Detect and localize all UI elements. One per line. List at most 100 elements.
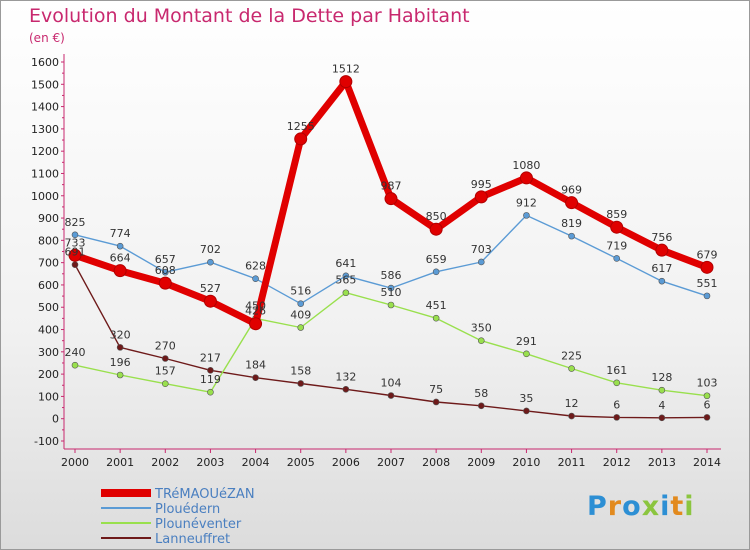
data-point: [477, 402, 485, 410]
y-tick-label: 1300: [31, 123, 59, 136]
data-label: 850: [426, 210, 447, 223]
data-point: [116, 371, 124, 379]
data-point: [339, 75, 353, 89]
data-label: 516: [290, 285, 311, 298]
data-label: 450: [245, 299, 266, 312]
data-label: 350: [471, 322, 492, 335]
data-point: [71, 231, 79, 239]
data-point: [297, 300, 305, 307]
legend-label: Lanneuffret: [155, 532, 230, 547]
data-label: 409: [290, 309, 311, 322]
data-point: [249, 317, 263, 331]
data-label: 527: [200, 282, 221, 295]
data-point: [432, 268, 440, 276]
data-label: 703: [471, 243, 492, 256]
data-label: 119: [200, 373, 221, 386]
data-label: 161: [606, 364, 627, 377]
y-tick-label: 600: [38, 279, 59, 292]
y-tick-label: 1200: [31, 145, 59, 158]
y-tick-label: 900: [38, 212, 59, 225]
data-label: 586: [381, 269, 402, 282]
legend-label: Plounéventer: [155, 517, 242, 532]
x-tick-label: 2006: [332, 456, 360, 469]
data-point: [613, 379, 621, 387]
data-point: [519, 171, 533, 185]
x-tick-label: 2012: [603, 456, 631, 469]
data-label: 733: [65, 236, 86, 249]
y-tick-label: 1000: [31, 190, 59, 203]
data-point: [658, 386, 666, 394]
data-label: 617: [651, 262, 672, 275]
data-point: [703, 414, 711, 421]
chart-unit-label: (en €): [29, 31, 65, 45]
data-point: [158, 276, 172, 290]
data-label: 774: [110, 227, 131, 240]
data-label: 659: [426, 253, 447, 266]
legend-label: Plouédern: [155, 502, 220, 517]
data-point: [203, 294, 217, 308]
data-point: [68, 248, 82, 262]
y-tick-label: -100: [34, 435, 59, 448]
data-point: [294, 132, 308, 146]
data-label: 103: [697, 377, 718, 390]
data-point: [252, 374, 259, 381]
data-label: 664: [110, 252, 131, 265]
data-point: [565, 196, 579, 210]
data-point: [342, 289, 350, 297]
x-tick-label: 2005: [287, 456, 315, 469]
x-tick-label: 2003: [196, 456, 224, 469]
y-tick-label: 100: [38, 390, 59, 403]
y-tick-label: 1100: [31, 167, 59, 180]
data-label: 184: [245, 359, 266, 372]
x-tick-label: 2008: [422, 456, 450, 469]
data-label: 132: [335, 370, 356, 383]
data-point: [161, 380, 169, 388]
data-point: [387, 301, 395, 309]
data-label: 158: [290, 364, 311, 377]
data-label: 825: [65, 216, 86, 229]
data-label: 58: [474, 387, 488, 400]
data-label: 75: [429, 383, 443, 396]
data-point: [613, 414, 621, 421]
data-point: [116, 242, 124, 250]
data-label: 551: [697, 277, 718, 290]
data-label: 565: [335, 274, 356, 287]
y-tick-label: 500: [38, 301, 59, 314]
data-point: [523, 407, 530, 415]
y-tick-label: 200: [38, 368, 59, 381]
data-point: [113, 264, 127, 278]
data-label: 995: [471, 178, 492, 191]
data-point: [342, 272, 350, 280]
data-point: [655, 243, 669, 257]
data-label: 291: [516, 335, 537, 348]
data-point: [161, 268, 169, 276]
logo-letter: x: [641, 491, 661, 522]
data-label: 819: [561, 217, 582, 230]
data-point: [432, 314, 440, 322]
data-label: 608: [155, 264, 176, 277]
y-tick-label: 1400: [31, 101, 59, 114]
data-label: 691: [65, 246, 86, 259]
data-point: [252, 275, 259, 282]
data-label: 128: [651, 371, 672, 384]
data-label: 157: [155, 365, 176, 378]
y-tick-label: 300: [38, 346, 59, 359]
data-label: 270: [155, 340, 176, 353]
data-label: 657: [155, 253, 176, 266]
x-tick-label: 2002: [151, 456, 179, 469]
data-point: [568, 412, 575, 420]
x-tick-label: 2010: [512, 456, 540, 469]
data-point: [207, 388, 214, 396]
data-point: [71, 261, 79, 268]
data-point: [703, 392, 711, 400]
data-label: 240: [65, 346, 86, 359]
data-label: 1255: [287, 120, 315, 133]
data-point: [568, 365, 575, 372]
x-tick-label: 2007: [377, 456, 405, 469]
data-label: 510: [381, 286, 402, 299]
data-point: [384, 192, 398, 206]
x-tick-label: 2013: [648, 456, 676, 469]
data-point: [477, 258, 485, 266]
data-point: [432, 398, 440, 406]
